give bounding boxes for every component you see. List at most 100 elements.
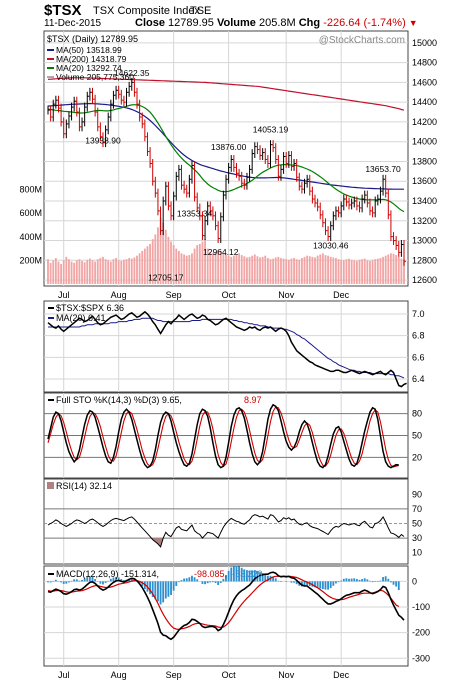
macd-histogram-bar <box>214 581 217 583</box>
macd-histogram-bar <box>329 581 332 589</box>
month-label: Oct <box>222 290 237 300</box>
volume-bar <box>219 250 222 284</box>
volume-bar <box>201 241 204 284</box>
macd-histogram-bar <box>264 574 267 582</box>
stochastic-k-line <box>47 403 399 469</box>
volume-bar <box>183 254 186 284</box>
price-panel <box>43 30 409 287</box>
volume-bar <box>371 259 374 284</box>
volume-bar <box>175 248 178 284</box>
volume-bar <box>335 258 337 284</box>
volume-tick-label: 600M <box>19 208 42 218</box>
volume-bar <box>308 256 311 284</box>
macd-histogram-bar <box>141 581 144 587</box>
macd-histogram-bar <box>122 580 125 582</box>
volume-bar <box>353 260 356 284</box>
volume-bar <box>316 255 319 284</box>
volume-tick-label: 200M <box>19 255 42 265</box>
volume-bar <box>319 254 322 284</box>
price-tick-label: 15000 <box>412 38 437 48</box>
rsi-legend-main: RSI(14) 32.14 <box>56 481 112 491</box>
macd-histogram-bar <box>201 581 204 584</box>
volume-bar <box>379 258 382 284</box>
macd-histogram-bar <box>88 576 91 582</box>
volume-bar <box>303 256 306 284</box>
macd-histogram-bar <box>60 581 63 583</box>
macd-histogram-bar <box>159 581 162 605</box>
price-tick-label: 14600 <box>412 77 437 87</box>
macd-histogram-bar <box>376 581 379 582</box>
volume-bar <box>298 259 301 284</box>
volume-bar <box>130 258 133 284</box>
macd-histogram-bar <box>112 577 115 582</box>
volume-bar <box>117 260 120 284</box>
volume-bar <box>392 253 395 284</box>
price-tick-label: 13000 <box>412 236 437 246</box>
volume-bar <box>151 239 154 284</box>
ratio-legend-main: $TSX:$SPX 6.36 <box>56 303 124 313</box>
macd-histogram-bar <box>167 581 170 597</box>
volume-label: Volume <box>216 17 256 29</box>
macd-legend-main: MACD(12,26,9) -151.314, <box>56 569 159 579</box>
stochastic-tick-label: 50 <box>412 431 422 441</box>
macd-histogram-bar <box>240 567 243 582</box>
volume-bar <box>243 256 246 284</box>
volume-bar <box>395 255 398 284</box>
macd-histogram-bar <box>384 576 387 582</box>
macd-histogram-bar <box>162 581 165 603</box>
macd-histogram-bar <box>185 578 188 582</box>
volume-bar <box>306 255 309 284</box>
macd-histogram-bar <box>337 581 340 583</box>
quote-date: 11-Dec-2015 <box>44 18 102 29</box>
volume-bar <box>180 253 183 284</box>
volume-bar <box>146 246 149 284</box>
price-annotation: 13876.00 <box>211 142 247 152</box>
volume-bar <box>274 257 277 284</box>
volume-bar <box>75 260 78 284</box>
macd-histogram-bar <box>363 578 366 582</box>
macd-histogram-bar <box>379 580 382 582</box>
macd-histogram-bar <box>62 581 65 584</box>
macd-histogram-bar <box>99 581 102 584</box>
volume-bar <box>167 236 170 284</box>
volume-bar <box>133 257 136 284</box>
macd-histogram-bar <box>295 581 298 585</box>
month-label-bottom: Dec <box>333 670 350 680</box>
price-tick-label: 13200 <box>412 216 437 226</box>
price-legend-label: MA(50) 13518.99 <box>56 45 122 55</box>
price-annotation: 13938.90 <box>85 136 121 146</box>
chart-header: $TSX TSX Composite Index TSE 11-Dec-2015… <box>0 0 464 30</box>
volume-bar <box>259 257 261 284</box>
volume-tick-label: 800M <box>19 185 42 195</box>
macd-histogram-bar <box>52 580 55 582</box>
volume-bar <box>162 222 165 284</box>
volume-bar <box>49 262 52 284</box>
volume-bar <box>96 259 99 284</box>
quote-line: Close 12789.95 Volume 205.8M Chg -226.64… <box>135 17 418 29</box>
rsi-line <box>47 514 405 548</box>
volume-bar <box>149 243 152 284</box>
volume-bar <box>397 256 400 284</box>
rsi-tick-label: 50 <box>412 519 422 529</box>
volume-bar <box>65 256 68 284</box>
macd-histogram-bar <box>387 578 390 582</box>
macd-histogram-bar <box>348 578 350 582</box>
macd-histogram-bar <box>120 579 123 582</box>
macd-histogram-bar <box>75 579 78 582</box>
macd-histogram-bar <box>303 581 306 587</box>
price-annotation: 13030.46 <box>313 241 349 251</box>
macd-histogram-bar <box>175 581 178 586</box>
macd-tick-label: -200 <box>412 628 430 638</box>
macd-line <box>47 571 405 641</box>
volume-bar <box>345 259 348 284</box>
volume-bar <box>389 253 392 284</box>
macd-histogram-bar <box>227 570 230 582</box>
volume-bar <box>337 259 340 284</box>
volume-bar <box>311 256 314 284</box>
volume-bar <box>177 250 180 284</box>
volume-bar <box>225 254 227 284</box>
volume-bar <box>188 255 191 284</box>
volume-bar <box>327 255 330 284</box>
volume-bar <box>253 254 256 284</box>
